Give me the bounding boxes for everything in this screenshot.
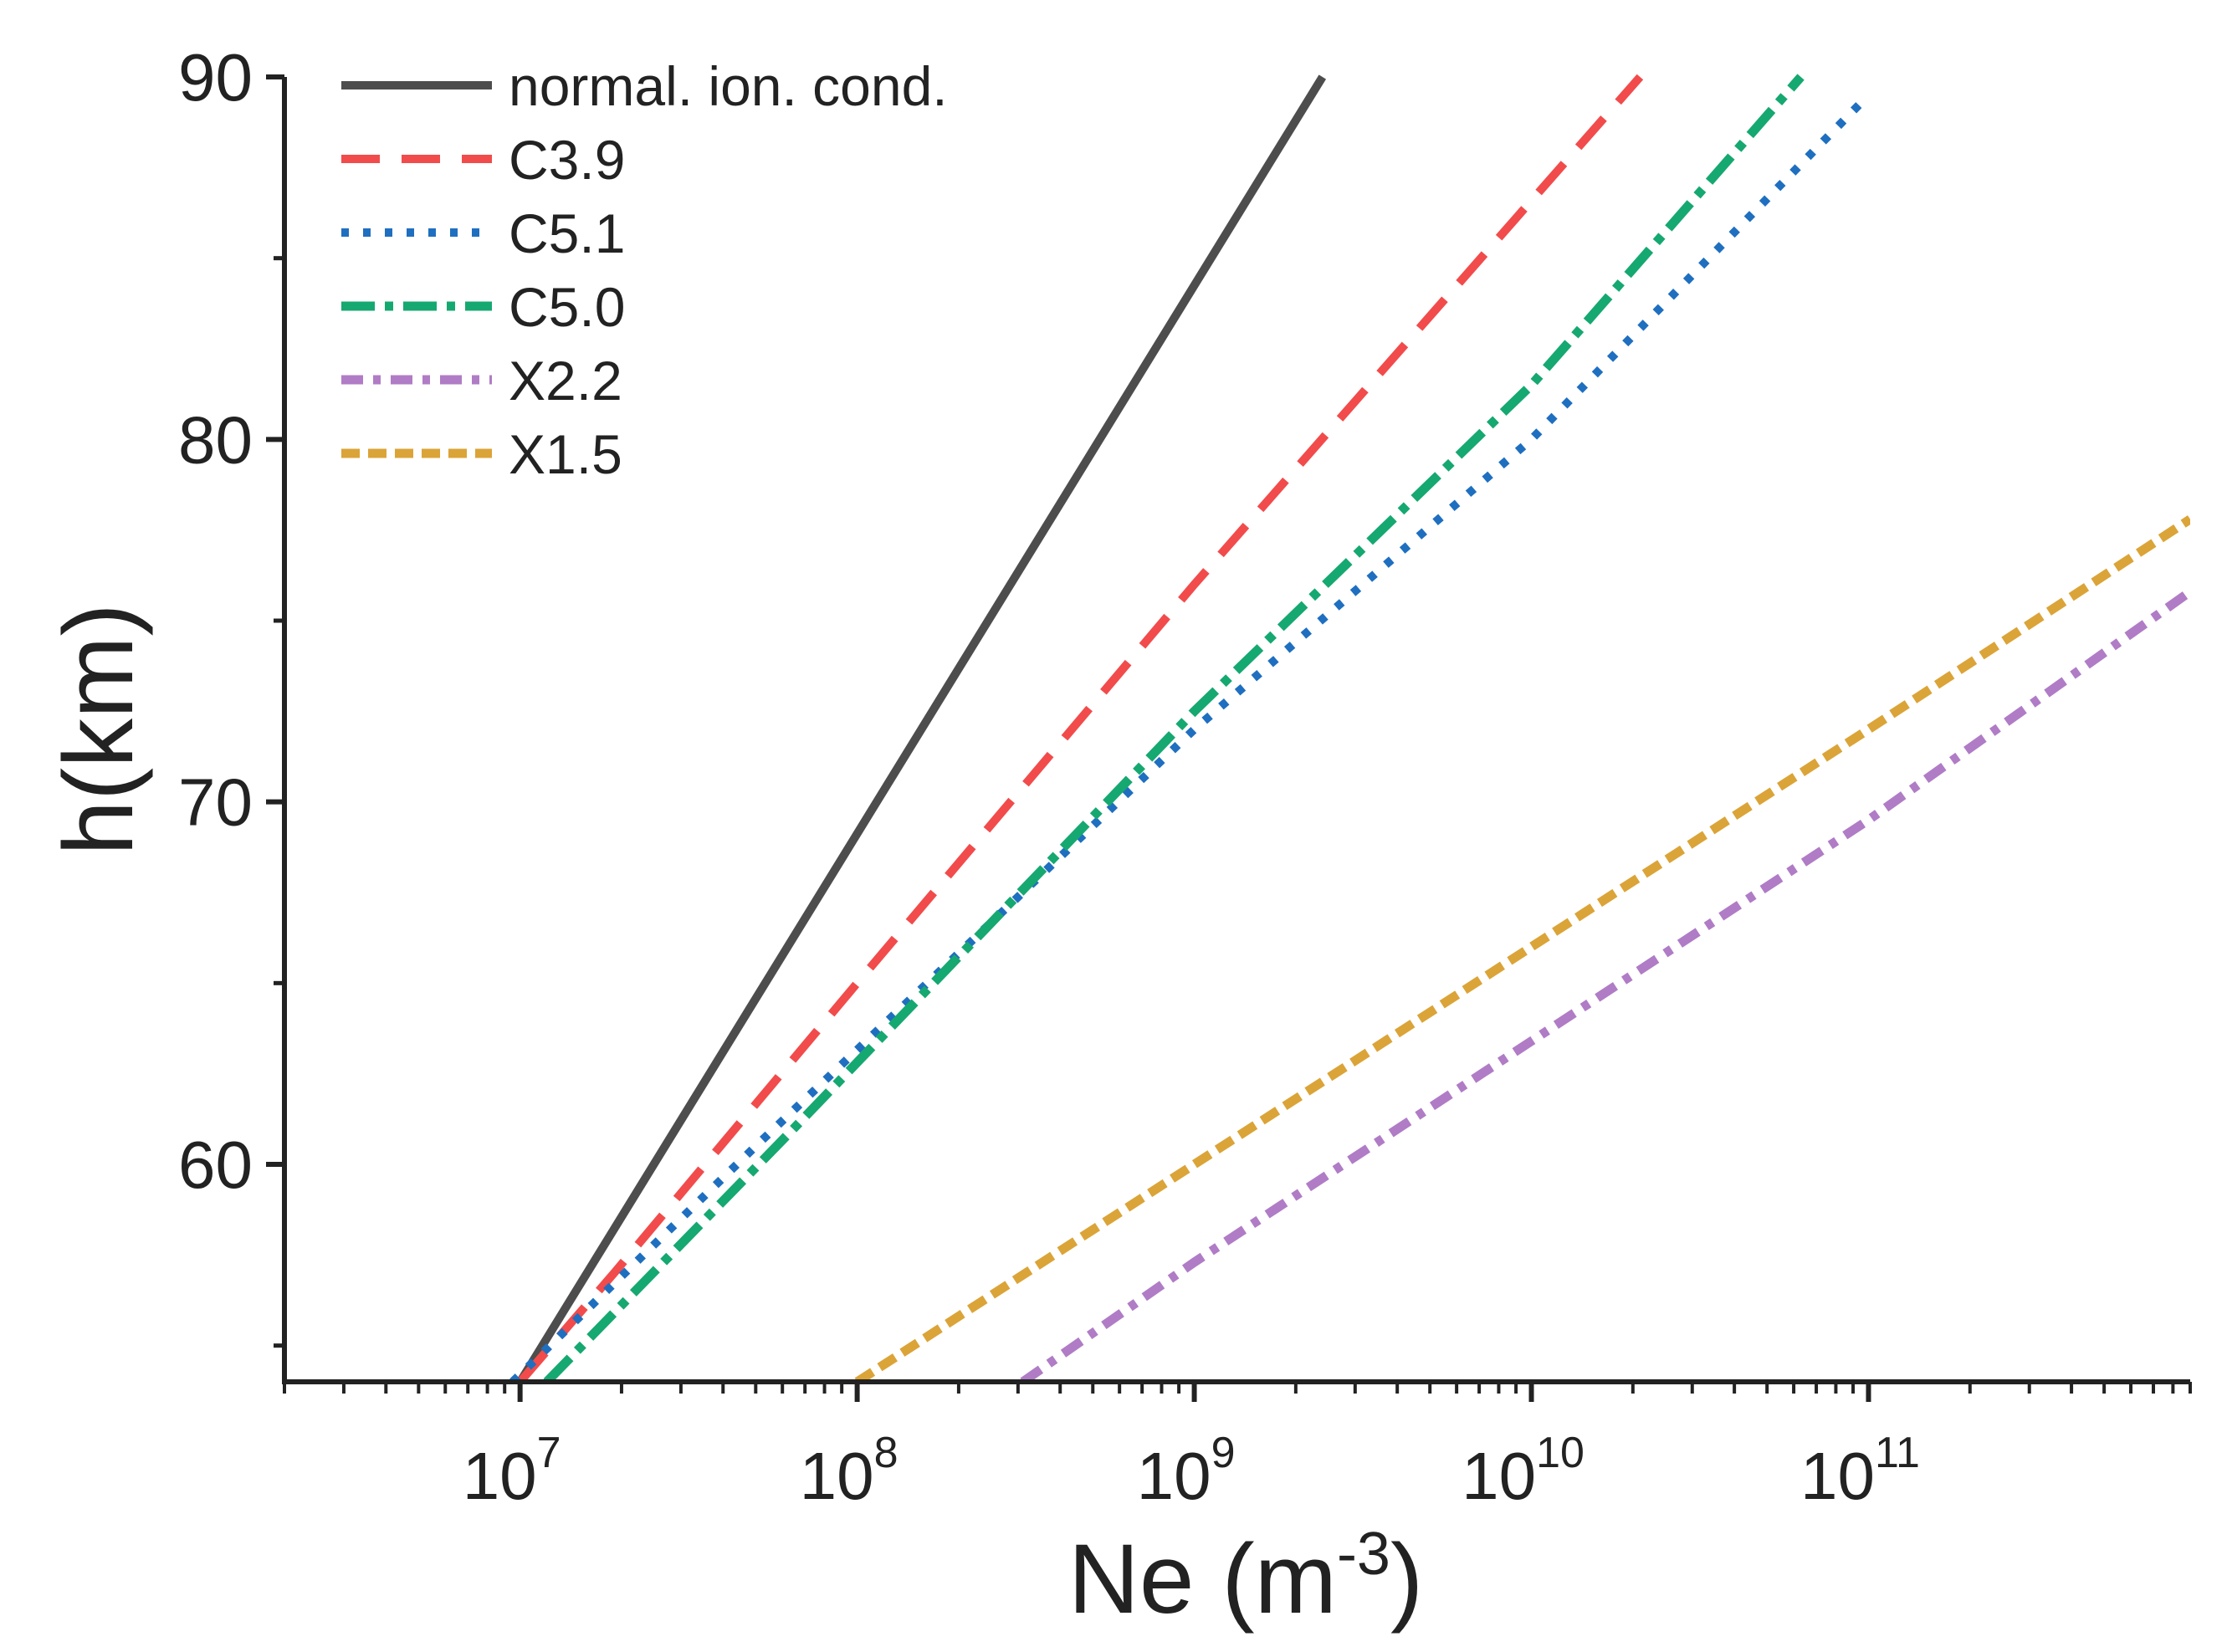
- x-tick-label: 108: [800, 1429, 898, 1513]
- x-tick-label: 1010: [1462, 1429, 1584, 1513]
- x-tick-label: 107: [463, 1429, 561, 1513]
- legend-label: X2.2: [509, 350, 622, 412]
- series-line-2: [516, 74, 1644, 1382]
- series-line-6: [854, 515, 2190, 1382]
- x-axis-title-sup: -3: [1337, 1521, 1390, 1588]
- legend-item-3: C5.1: [341, 202, 625, 264]
- y-tick-label: 70: [178, 765, 253, 840]
- legend-label: C3.9: [509, 129, 625, 191]
- x-tick-label: 1011: [1800, 1429, 1920, 1513]
- x-tick-exponent: 7: [537, 1429, 561, 1477]
- legend-item-1: normal. ion. cond.: [341, 55, 948, 117]
- series-layer: [509, 74, 2190, 1382]
- legend-label: normal. ion. cond.: [509, 55, 948, 117]
- y-tick-label: 90: [178, 40, 253, 115]
- y-tick-label: 60: [178, 1128, 253, 1202]
- x-tick-exponent: 10: [1536, 1429, 1584, 1477]
- series-line-4: [543, 74, 1805, 1382]
- legend-item-4: C5.0: [341, 276, 625, 338]
- x-tick-exponent: 8: [874, 1429, 898, 1477]
- x-tick-exponent: 9: [1211, 1429, 1236, 1477]
- label-layer: Ne (m-3) h(km): [44, 603, 1423, 1634]
- series-group: [509, 74, 2190, 1382]
- x-axis-title-close: ): [1390, 1524, 1423, 1634]
- legend: normal. ion. cond. C3.9 C5.1 C5.0 X2.2 X1.5: [341, 55, 948, 485]
- legend-label: C5.1: [509, 202, 625, 264]
- legend-item-2: C3.9: [341, 129, 625, 191]
- legend-label: X1.5: [509, 423, 622, 485]
- x-tick-exponent: 11: [1875, 1429, 1920, 1477]
- series-line-5: [1020, 587, 2190, 1382]
- y-tick-label: 80: [178, 402, 253, 477]
- y-axis-title: h(km): [44, 603, 154, 856]
- legend-item-6: X1.5: [341, 423, 622, 485]
- x-tick-label: 109: [1137, 1429, 1236, 1513]
- legend-item-5: X2.2: [341, 350, 622, 412]
- x-axis-title: Ne (m-3): [1068, 1521, 1424, 1634]
- series-line-1: [516, 74, 1327, 1382]
- x-axis-title-main: Ne (m: [1068, 1524, 1337, 1634]
- legend-label: C5.0: [509, 276, 625, 338]
- series-line-3: [509, 92, 1872, 1382]
